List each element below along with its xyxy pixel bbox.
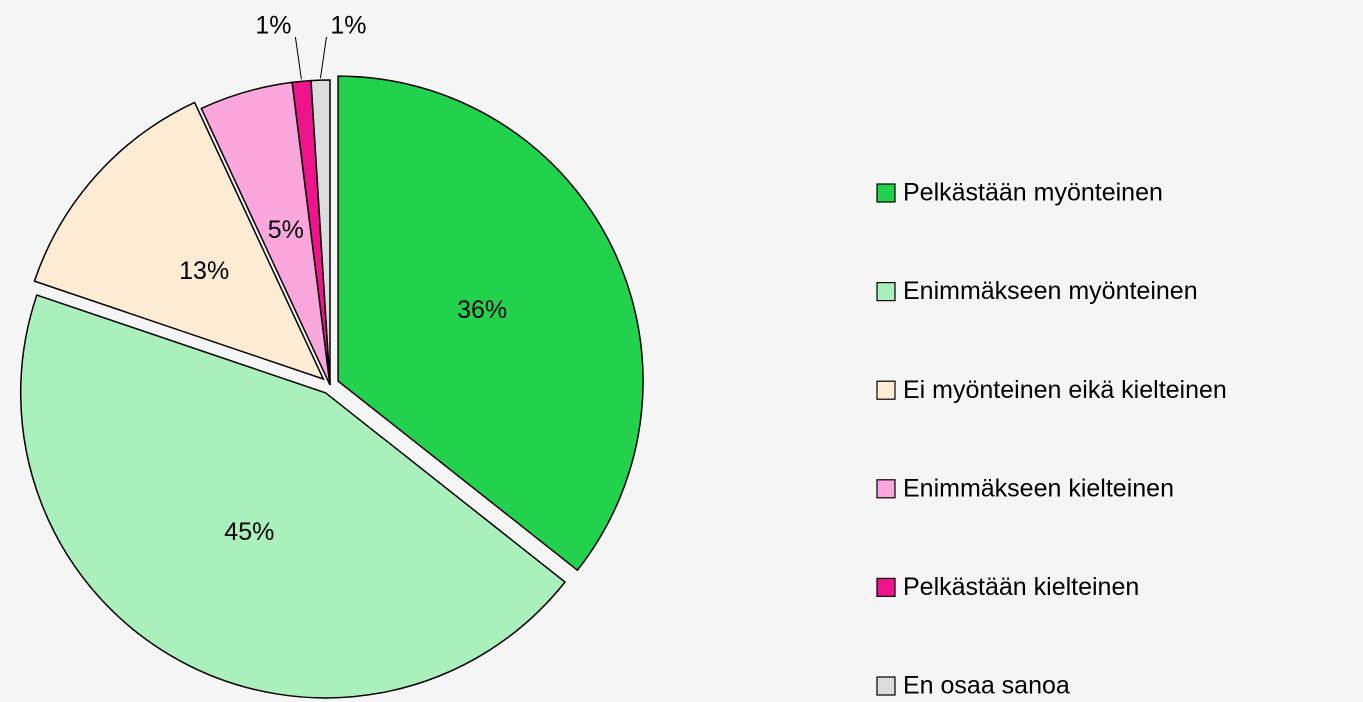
legend-label: Pelkästään myönteinen xyxy=(903,179,1163,207)
data-label: 13% xyxy=(179,257,229,285)
legend-label: Ei myönteinen eikä kielteinen xyxy=(903,376,1227,404)
legend-swatch xyxy=(876,380,896,400)
pie-slice xyxy=(310,79,331,386)
pie-slice xyxy=(19,294,567,699)
data-label: 45% xyxy=(224,518,274,546)
pie-slice xyxy=(33,101,325,381)
leader-line xyxy=(294,36,302,80)
legend-label: En osaa sanoa xyxy=(903,672,1070,700)
legend-label: Enimmäkseen myönteinen xyxy=(903,277,1198,305)
pie-slice xyxy=(337,75,644,572)
data-label: 5% xyxy=(268,216,304,244)
data-label: 1% xyxy=(330,12,366,40)
data-label: 36% xyxy=(457,296,507,324)
data-label: 1% xyxy=(255,12,291,40)
legend-swatch xyxy=(876,479,896,499)
legend-label: Enimmäkseen kielteinen xyxy=(903,474,1174,502)
legend-swatch xyxy=(876,282,896,302)
legend-label: Pelkästään kielteinen xyxy=(903,573,1139,601)
legend-swatch xyxy=(876,676,896,696)
leader-line xyxy=(319,36,327,79)
legend-swatch xyxy=(876,577,896,598)
legend-swatch xyxy=(876,183,896,203)
